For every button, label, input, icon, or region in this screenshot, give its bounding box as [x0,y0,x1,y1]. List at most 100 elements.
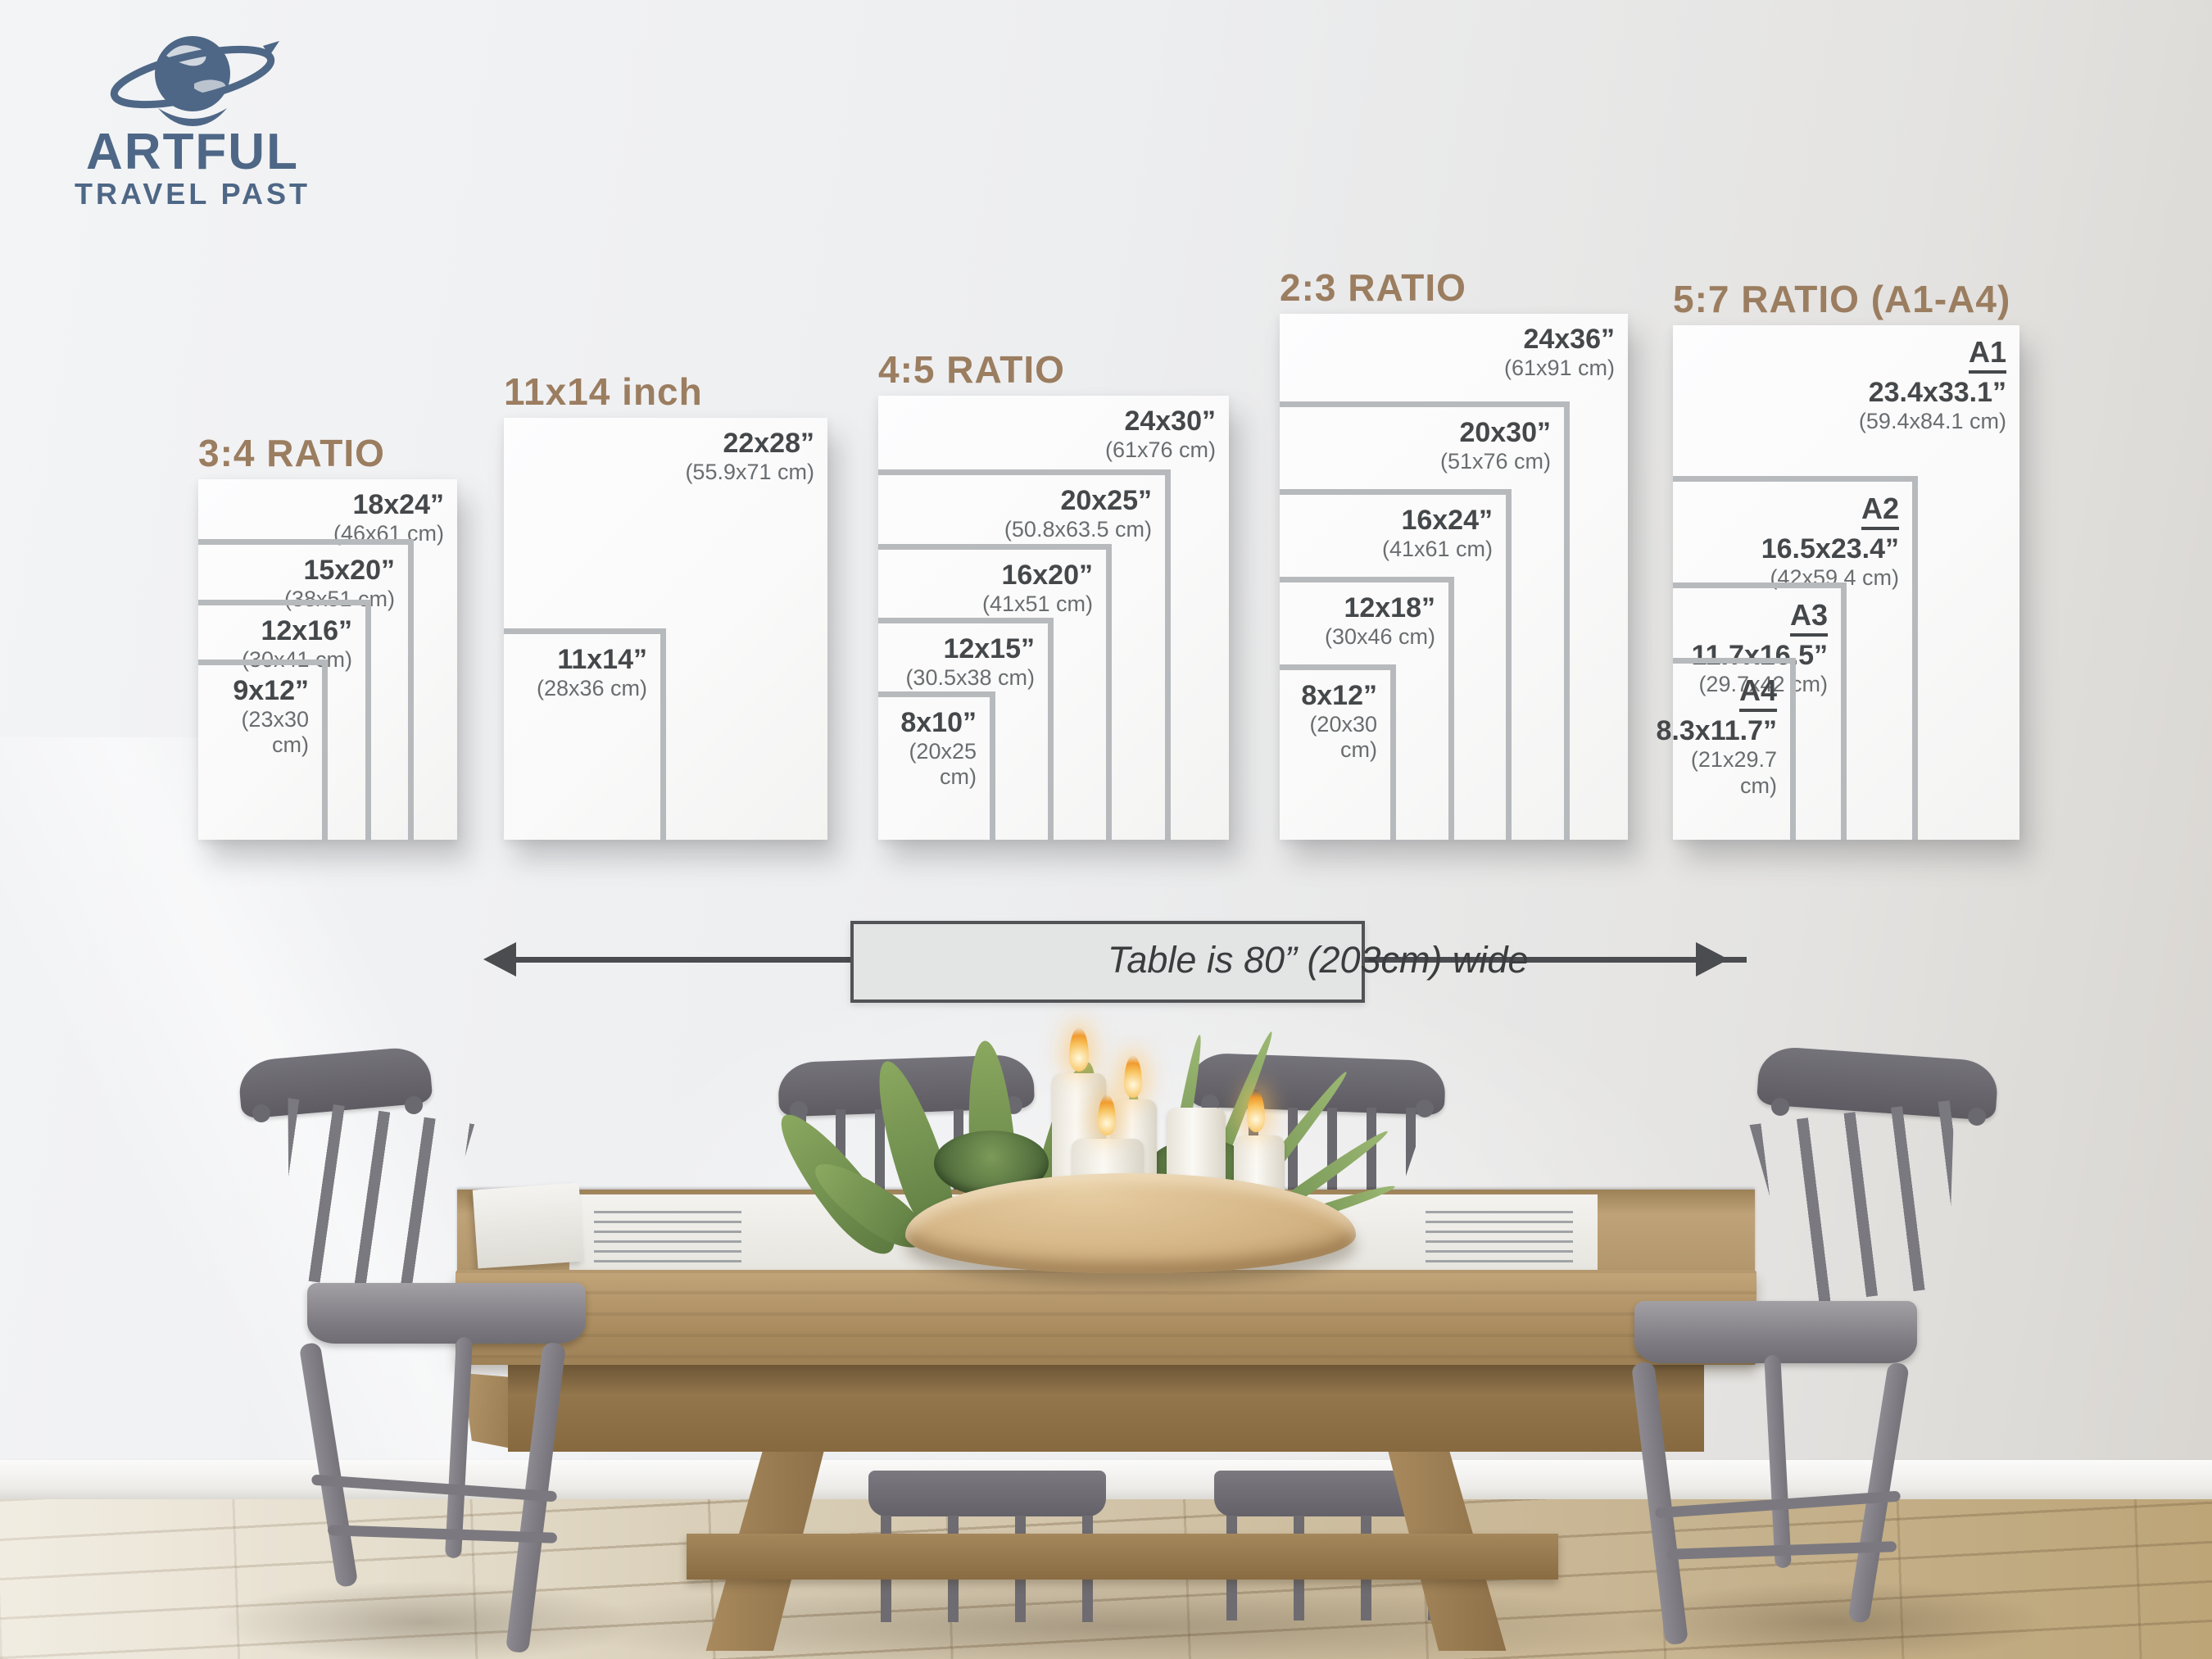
size-sheet: 16x24” (41x61 cm) [1280,489,1512,840]
sheet-label: 22x28” (55.9x71 cm) [685,428,814,485]
size-panel: 24x36” (61x91 cm) 20x30” (51x76 cm) 16x24” (4… [1280,314,1628,840]
size-inch-label: 23.4x33.1” [1868,377,2006,409]
paper-series-label: A4 [1738,673,1777,713]
candle-flame [1069,1027,1089,1072]
size-panel: 18x24” (46x61 cm) 15x20” (38x51 cm) 12x16” (3… [198,479,457,840]
size-panel: 24x30” (61x76 cm) 20x25” (50.8x63.5 cm) 16x2… [878,396,1229,840]
chair-seat [868,1471,1106,1516]
sheet-label: A3 11.7x16.5” (29.7x42 cm) [1692,598,1828,698]
sheet-label: A1 23.4x33.1” (59.4x84.1 cm) [1859,335,2006,435]
chair-leg [1631,1361,1688,1646]
sheet-label: 24x36” (61x91 cm) [1504,324,1615,381]
chair-leg [298,1341,359,1589]
chair-post-knob [1968,1108,1986,1126]
size-sheet: A3 11.7x16.5” (29.7x42 cm) [1673,582,1847,840]
sheet-label: 16x24” (41x61 cm) [1382,505,1493,562]
sheet-label: 20x30” (51x76 cm) [1440,417,1551,474]
size-inch-label: 16.5x23.4” [1761,533,1899,565]
size-sheet: 20x30” (51x76 cm) [1280,401,1570,840]
chair-post-knob [405,1096,423,1114]
size-cm-label: (41x51 cm) [981,592,1093,617]
size-sheet: A4 8.3x11.7” (21x29.7 cm) [1657,658,1796,840]
sheet-label: A2 16.5x23.4” (42x59.4 cm) [1761,492,1899,592]
size-inch-label: 15x20” [303,555,395,586]
sheet-label: 16x20” (41x51 cm) [982,560,1093,617]
size-inch-label: 20x25” [1060,485,1152,516]
size-cm-label: (20x25 cm) [909,739,977,790]
size-cm-label: (23x30 cm) [241,707,309,758]
size-sheet: 12x16” (30x41 cm) [198,600,371,840]
size-sheet: 8x12” (20x30 cm) [1280,664,1396,840]
globe-orbit-icon [110,36,279,126]
size-cm-label: (30x46 cm) [1324,624,1435,650]
sheet-label: 12x18” (30x46 cm) [1325,592,1435,650]
chair-leg [444,1336,474,1559]
size-cm-label: (30.5x38 cm) [905,665,1035,691]
size-sheet: A2 16.5x23.4” (42x59.4 cm) [1673,476,1918,840]
size-inch-label: 18x24” [352,489,444,520]
size-cm-label: (29.7x42 cm) [1698,672,1828,697]
sheet-label: 8x12” (20x30 cm) [1280,680,1377,763]
chair-post-knob [252,1104,270,1122]
sheet-label: 12x16” (30x41 cm) [242,615,352,673]
arrow-left-icon [483,942,516,977]
candle-flame [1098,1095,1116,1135]
size-inch-label: 11x14” [557,644,647,675]
size-inch-label: 9x12” [233,675,309,706]
size-sheet: 11x14” (28x36 cm) [504,628,666,840]
size-cm-label: (20x30 cm) [1309,712,1377,763]
brand-tagline: TRAVEL PAST [74,177,311,211]
paper-series-label: A3 [1789,598,1828,637]
size-cm-label: (28x36 cm) [536,676,647,701]
size-inch-label: 22x28” [723,428,814,459]
panel-title: 5:7 RATIO (A1-A4) [1673,278,2011,320]
chair-post-knob [1771,1098,1789,1116]
size-cm-label: (38x51 cm) [283,587,395,612]
size-cm-label: (51x76 cm) [1439,449,1551,474]
size-inch-label: 16x20” [1001,560,1093,591]
chair-spindles [1749,1099,1977,1308]
near-chair-right [1598,1039,2024,1659]
sheet-label: 8x10” (20x25 cm) [878,707,977,790]
size-sheet: 8x10” (20x25 cm) [878,691,995,840]
size-panel: A1 23.4x33.1” (59.4x84.1 cm) A2 16.5x23.4” (4… [1657,325,2019,840]
size-sheet: 15x20” (38x51 cm) [198,539,414,840]
table-shadow [541,1581,1688,1659]
size-inch-label: 8x10” [900,707,977,738]
size-sheet: 12x18” (30x46 cm) [1280,577,1454,840]
sheet-label: 11x14” (28x36 cm) [537,644,647,701]
size-sheet: 9x12” (23x30 cm) [198,660,328,840]
panel-title: 3:4 RATIO [198,432,385,474]
size-inch-label: 12x16” [261,615,352,646]
size-inch-label: 12x15” [943,633,1035,664]
chair-seat [307,1283,586,1344]
chair-leg [1764,1354,1792,1569]
chair-shadow-left [213,1581,639,1659]
size-cm-label: (55.9x71 cm) [685,460,814,485]
chair-stretcher [310,1474,558,1503]
table-width-banner: Table is 80” (203cm) wide [850,921,1529,1003]
chair-legs [1226,1516,1439,1620]
size-inch-label: 24x30” [1124,406,1216,437]
sheet-label: 20x25” (50.8x63.5 cm) [1004,485,1152,542]
chair-spindles [263,1098,474,1301]
size-inch-label: 11.7x16.5” [1691,640,1828,672]
size-inch-label: 12x18” [1344,592,1435,623]
size-panels-layer: 3:4 RATIO 18x24” (46x61 cm) 15x20” (38x51 cm… [198,266,2019,840]
size-inch-label: 24x36” [1523,324,1615,355]
panel-title: 11x14 inch [504,370,703,413]
panel-title: 2:3 RATIO [1280,266,1466,309]
size-cm-label: (61x76 cm) [1104,437,1216,463]
sheet-label: A4 8.3x11.7” (21x29.7 cm) [1657,673,1777,799]
size-cm-label: (59.4x84.1 cm) [1858,409,2006,434]
candle-flame [1124,1055,1142,1098]
sheet-label: 24x30” (61x76 cm) [1105,406,1216,463]
size-inch-label: 16x24” [1401,505,1493,536]
chair-seat [1634,1301,1917,1363]
candle-flame [1247,1090,1265,1132]
table-width-label: Table is 80” (203cm) wide [1108,939,1529,981]
arrow-right-icon [1696,942,1729,977]
size-inch-label: 20x30” [1459,417,1551,448]
chair-seat [1214,1471,1452,1516]
